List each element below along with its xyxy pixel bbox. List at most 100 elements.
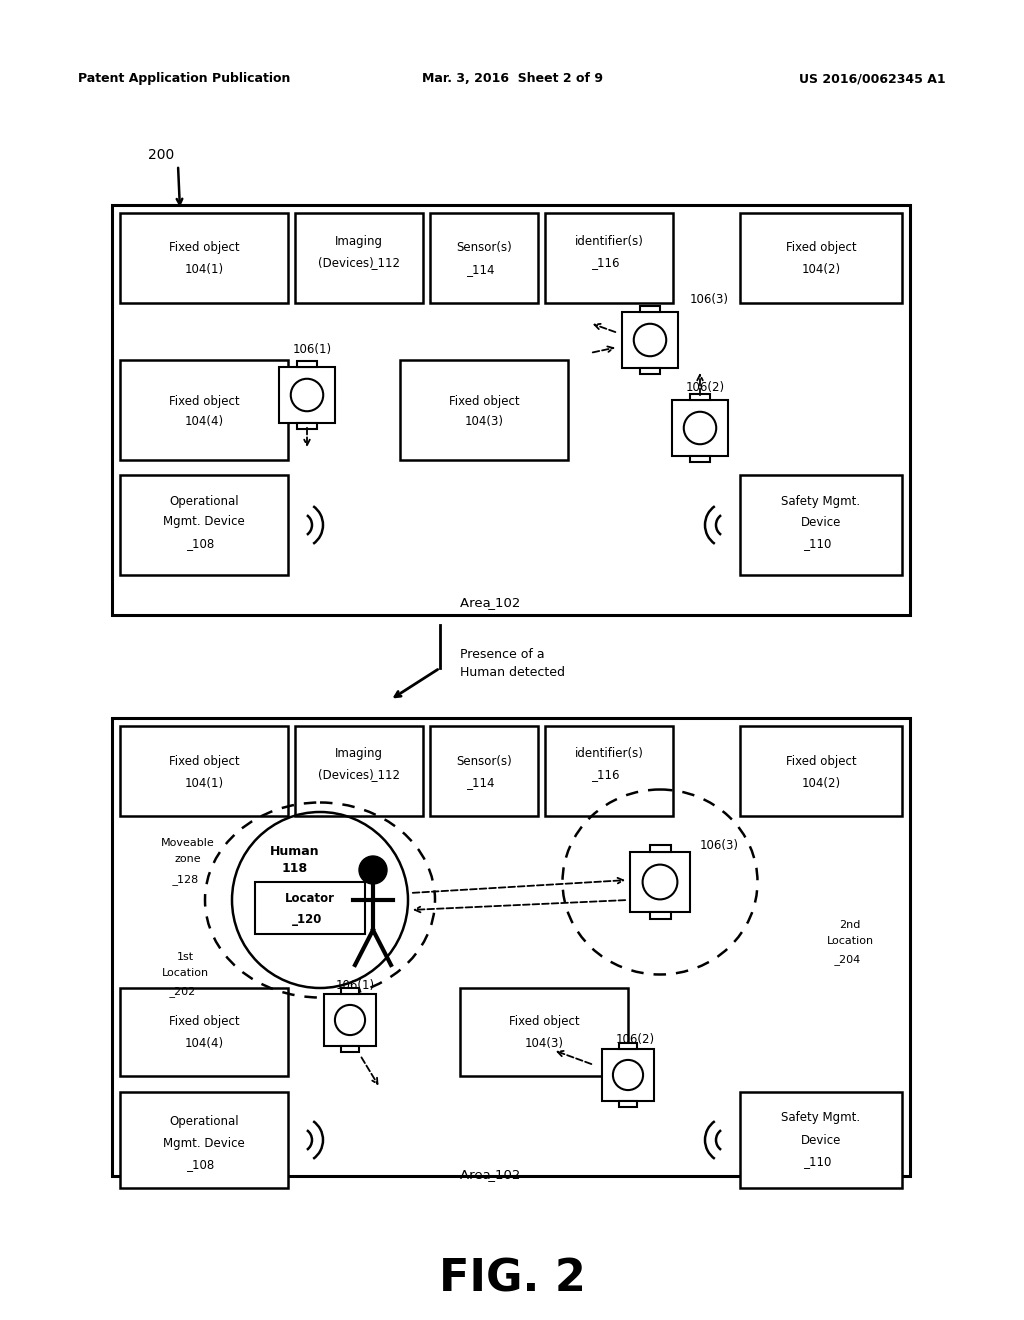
Bar [295, 213, 423, 304]
Text: 106(3): 106(3) [690, 293, 729, 306]
Text: 106(3): 106(3) [700, 838, 739, 851]
Text: Fixed object: Fixed object [169, 396, 240, 408]
Text: zone: zone [175, 854, 202, 865]
Text: Human: Human [270, 845, 319, 858]
Bar [602, 1049, 654, 1101]
Text: 104(3): 104(3) [524, 1038, 563, 1051]
Text: identifier(s): identifier(s) [574, 235, 643, 248]
Text: (Devices) ̲112: (Devices) ̲112 [318, 768, 400, 781]
Bar [295, 726, 423, 816]
Bar [341, 1045, 359, 1052]
Bar [112, 205, 910, 615]
Bar [622, 312, 678, 368]
Bar [120, 360, 288, 459]
Text: 104(4): 104(4) [184, 416, 223, 429]
Text: Presence of a
Human detected: Presence of a Human detected [460, 648, 565, 678]
Text: 106(1): 106(1) [336, 978, 375, 991]
Bar [460, 987, 628, 1076]
Bar [630, 851, 690, 912]
Text: ̲120: ̲120 [298, 913, 323, 927]
Text: Sensor(s): Sensor(s) [456, 755, 512, 767]
Bar [690, 455, 710, 462]
Text: ̲110: ̲110 [810, 537, 833, 550]
Text: Area ̲102: Area ̲102 [460, 597, 520, 610]
Text: 104(4): 104(4) [184, 1038, 223, 1051]
Text: Location: Location [826, 936, 873, 946]
Bar [640, 306, 659, 312]
Text: 104(2): 104(2) [802, 776, 841, 789]
Text: Fixed object: Fixed object [169, 242, 240, 255]
Text: ̲116: ̲116 [598, 256, 621, 269]
Text: 200: 200 [148, 148, 174, 162]
Text: 104(1): 104(1) [184, 264, 223, 276]
Bar [297, 360, 316, 367]
Text: 104(3): 104(3) [465, 416, 504, 429]
Text: Area ̲102: Area ̲102 [460, 1168, 520, 1181]
Text: Moveable: Moveable [161, 838, 215, 847]
Bar [740, 726, 902, 816]
Bar [341, 989, 359, 994]
Text: Fixed object: Fixed object [169, 1015, 240, 1028]
Text: 104(1): 104(1) [184, 776, 223, 789]
Bar [120, 213, 288, 304]
Circle shape [359, 855, 387, 884]
Bar [740, 213, 902, 304]
Text: Safety Mgmt.: Safety Mgmt. [781, 495, 860, 508]
Text: Fixed object: Fixed object [169, 755, 240, 767]
Text: Fixed object: Fixed object [785, 755, 856, 767]
Bar [279, 367, 335, 422]
Text: 104(2): 104(2) [802, 264, 841, 276]
Bar [112, 718, 910, 1176]
Text: ̲114: ̲114 [473, 264, 496, 276]
Text: FIG. 2: FIG. 2 [438, 1258, 586, 1302]
Bar [430, 213, 538, 304]
Text: (Devices) ̲112: (Devices) ̲112 [318, 256, 400, 269]
Text: Fixed object: Fixed object [785, 242, 856, 255]
Text: Safety Mgmt.: Safety Mgmt. [781, 1111, 860, 1125]
Text: Location: Location [162, 968, 209, 978]
Bar [430, 726, 538, 816]
Bar [324, 994, 376, 1045]
Text: Sensor(s): Sensor(s) [456, 242, 512, 255]
Text: ̲108: ̲108 [193, 537, 215, 550]
Text: 106(2): 106(2) [616, 1034, 655, 1047]
Bar [740, 475, 902, 576]
Text: Patent Application Publication: Patent Application Publication [78, 73, 291, 84]
Bar [255, 882, 365, 935]
Text: Mar. 3, 2016  Sheet 2 of 9: Mar. 3, 2016 Sheet 2 of 9 [422, 73, 602, 84]
Text: 1st: 1st [176, 952, 194, 962]
Text: Device: Device [801, 516, 841, 528]
Bar [120, 1092, 288, 1188]
Text: Locator: Locator [285, 892, 335, 906]
Text: Mgmt. Device: Mgmt. Device [163, 516, 245, 528]
Text: Imaging: Imaging [335, 747, 383, 760]
Text: Operational: Operational [169, 1115, 239, 1129]
Text: identifier(s): identifier(s) [574, 747, 643, 760]
Text: Imaging: Imaging [335, 235, 383, 248]
Bar [618, 1101, 637, 1106]
Text: Operational: Operational [169, 495, 239, 508]
Text: 106(1): 106(1) [293, 343, 332, 356]
Text: ̲114: ̲114 [473, 776, 496, 789]
Text: ̲128: ̲128 [177, 874, 199, 884]
Bar [640, 368, 659, 374]
Text: 2nd: 2nd [840, 920, 861, 931]
Bar [618, 1043, 637, 1049]
Bar [120, 726, 288, 816]
Text: 106(2): 106(2) [686, 381, 725, 395]
Bar [297, 422, 316, 429]
Text: ̲108: ̲108 [193, 1159, 215, 1172]
Text: ̲202: ̲202 [174, 986, 196, 997]
Bar [740, 1092, 902, 1188]
Text: Fixed object: Fixed object [449, 396, 519, 408]
Bar [120, 475, 288, 576]
Text: Fixed object: Fixed object [509, 1015, 580, 1028]
Bar [649, 845, 671, 851]
Bar [120, 987, 288, 1076]
Text: ̲110: ̲110 [810, 1155, 833, 1168]
Bar [672, 400, 728, 455]
Bar [690, 393, 710, 400]
Text: ̲204: ̲204 [840, 954, 860, 965]
Text: Device: Device [801, 1134, 841, 1147]
Text: 118: 118 [282, 862, 308, 875]
